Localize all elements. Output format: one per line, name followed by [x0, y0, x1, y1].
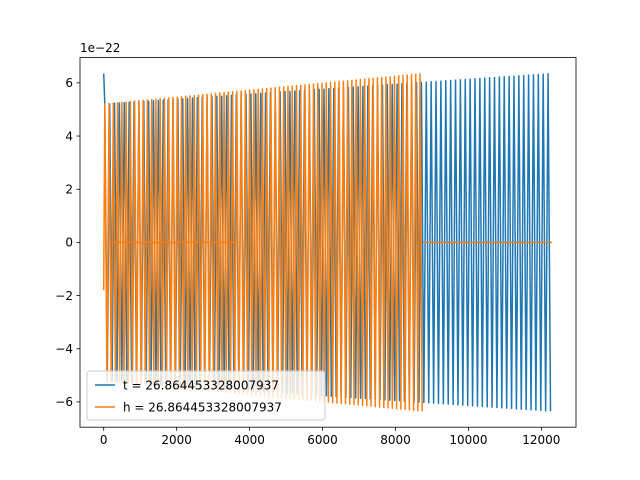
axes: 0 2000 4000 6000 8000 10000 12000 −6 −4 −2 0 2 4 6: [55, 57, 577, 447]
legend-label: t = 26.864453328007937: [123, 378, 279, 392]
x-tick-label: 4000: [234, 433, 265, 447]
x-tick-label: 0: [100, 433, 108, 447]
y-tick-label: 2: [65, 183, 73, 197]
series-layer: [102, 73, 552, 412]
y-offset-label: 1e−22: [80, 41, 120, 55]
y-tick-label: −2: [55, 289, 73, 303]
y-tick-label: 6: [65, 76, 73, 90]
x-tick-label: 6000: [307, 433, 338, 447]
y-tick-label: 0: [65, 236, 73, 250]
legend: t = 26.864453328007937 h = 26.86445332800…: [86, 370, 326, 421]
legend-label: h = 26.864453328007937: [123, 400, 282, 414]
x-tick-label: 10000: [449, 433, 487, 447]
x-tick-label: 8000: [380, 433, 411, 447]
series-line: [102, 73, 423, 412]
legend-box: [86, 370, 326, 421]
series-h: [102, 73, 552, 412]
y-tick-label: −4: [55, 342, 73, 356]
x-tick-label: 2000: [161, 433, 192, 447]
x-tick-label: 12000: [522, 433, 560, 447]
y-tick-label: 4: [65, 129, 73, 143]
y-tick-label: −6: [55, 395, 73, 409]
